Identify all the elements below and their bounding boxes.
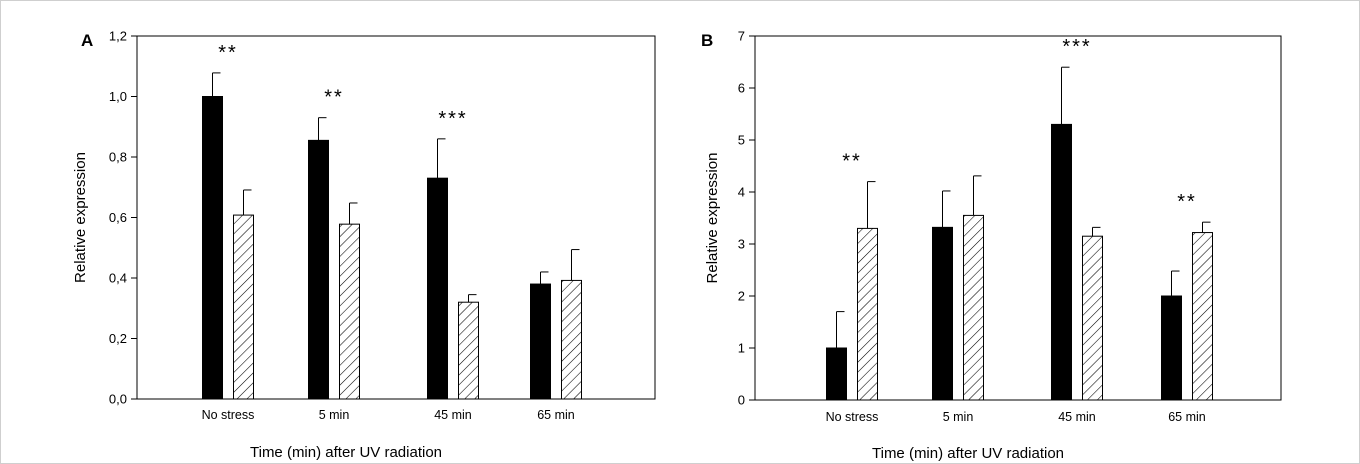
y-tick-label: 1 (738, 341, 745, 356)
y-tick-label: 7 (738, 29, 745, 44)
bar-hatched (963, 214, 984, 401)
y-tick-label: 2 (738, 289, 745, 304)
y-tick-label: 0 (738, 393, 745, 408)
panel-letter: A (81, 31, 93, 50)
x-axis-title: Time (min) after UV radiation (250, 444, 442, 461)
category-label: 5 min (319, 408, 350, 422)
bar-solid (530, 283, 551, 400)
category-label: No stress (202, 408, 255, 422)
panel-a: A 0,0 0,2 0,4 0,6 0,8 1,0 1,2 No stress ** 5 min **… (72, 29, 656, 461)
category-label: 5 min (943, 410, 974, 424)
x-axis-title: Time (min) after UV radiation (872, 445, 1064, 462)
y-tick-label: 1,2 (109, 29, 127, 44)
y-tick-label: 0,2 (109, 331, 127, 346)
panel-letter: B (701, 31, 713, 50)
y-tick-label: 0,4 (109, 271, 127, 286)
y-tick-label: 4 (738, 185, 745, 200)
bar-solid (826, 347, 847, 401)
significance-label: *** (1062, 36, 1091, 58)
bar-hatched (339, 223, 360, 400)
bar-solid (202, 96, 223, 400)
significance-label: ** (324, 87, 344, 109)
bar-hatched (561, 279, 582, 400)
bar-solid (1051, 123, 1072, 401)
category-label: 45 min (1058, 410, 1096, 424)
y-axis-title: Relative expression (72, 152, 89, 283)
bar-solid (308, 139, 329, 400)
significance-label: *** (438, 108, 467, 130)
bar-solid (427, 177, 448, 400)
y-tick-label: 1,0 (109, 89, 127, 104)
y-tick-label: 0,0 (109, 392, 127, 407)
significance-label: ** (842, 151, 862, 173)
bar-solid (1161, 295, 1182, 401)
panel-b: B 0 1 2 3 4 5 6 7 No stress ** 5 min 45 min *** 65 min… (701, 29, 1282, 462)
y-tick-label: 0,6 (109, 210, 127, 225)
bar-hatched (233, 214, 254, 400)
y-axis-title: Relative expression (704, 153, 721, 284)
significance-label: ** (1177, 191, 1197, 213)
bar-hatched (857, 227, 878, 401)
category-label: 65 min (1168, 410, 1206, 424)
significance-label: ** (218, 42, 238, 64)
category-label: 65 min (537, 408, 575, 422)
category-label: 45 min (434, 408, 472, 422)
plot-frame (754, 35, 1282, 401)
y-tick-label: 6 (738, 81, 745, 96)
y-tick-label: 3 (738, 237, 745, 252)
y-tick-label: 0,8 (109, 150, 127, 165)
category-label: No stress (826, 410, 879, 424)
bar-hatched (1192, 232, 1213, 401)
y-tick-label: 5 (738, 133, 745, 148)
bar-hatched (458, 301, 479, 400)
bar-hatched (1082, 235, 1103, 401)
bar-solid (932, 226, 953, 401)
